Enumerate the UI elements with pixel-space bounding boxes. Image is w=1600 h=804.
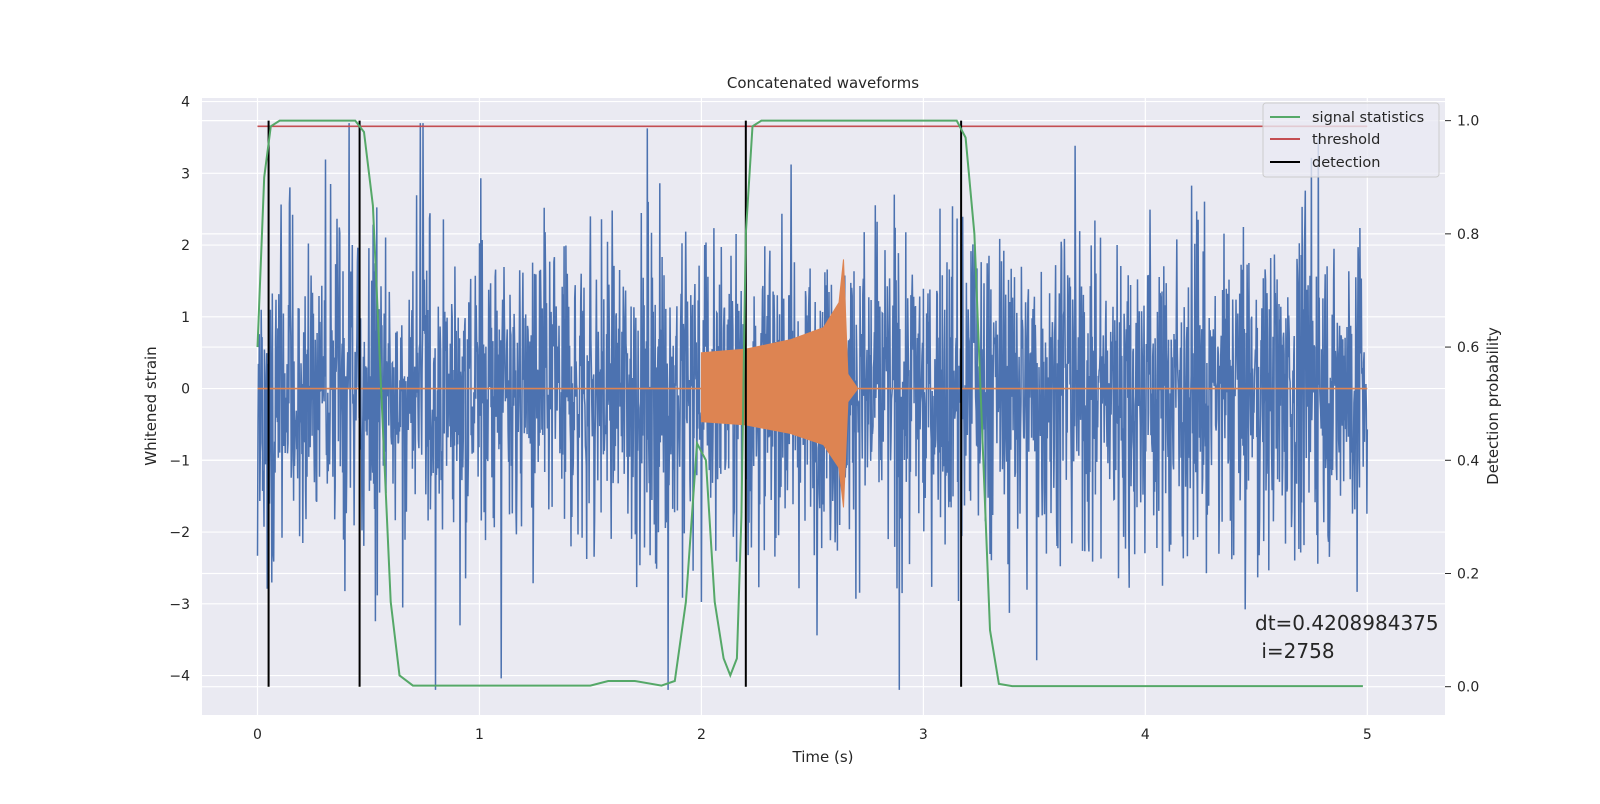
x-tick-label: 1 xyxy=(475,727,484,743)
y-right-tick-label: 1.0 xyxy=(1457,114,1479,130)
legend-label-signal-statistics: signal statistics xyxy=(1312,110,1424,126)
x-tick-label: 2 xyxy=(697,727,706,743)
data-layer xyxy=(256,119,1369,690)
y-tick-label: −4 xyxy=(169,669,190,685)
y-right-tick-label: 0.0 xyxy=(1457,680,1479,696)
x-tick-label: 3 xyxy=(919,727,928,743)
legend-label-threshold: threshold xyxy=(1312,132,1380,148)
y-right-tick-label: 0.6 xyxy=(1457,340,1479,356)
x-axis-label: Time (s) xyxy=(792,748,854,766)
chart-title: Concatenated waveforms xyxy=(727,74,919,92)
signal-statistics-series xyxy=(256,119,1363,688)
y-right-axis-label: Detection probability xyxy=(1484,327,1502,485)
y-tick-label: 0 xyxy=(181,382,190,398)
legend-label-detection: detection xyxy=(1312,155,1380,171)
y-tick-label: 1 xyxy=(181,310,190,326)
y-tick-label: 2 xyxy=(181,238,190,254)
annotation-i: i=2758 xyxy=(1255,639,1335,663)
annotation-dt: dt=0.4208984375 xyxy=(1255,611,1439,635)
tick-labels: 0 1 2 3 4 5 −4 −3 −2 −1 0 1 2 3 4 0.0 0.2 0.4 0.6 0.8 1.0 xyxy=(169,95,1479,743)
y-right-tick-label: 0.4 xyxy=(1457,453,1479,469)
y-tick-label: −1 xyxy=(169,453,190,469)
y-right-tick-label: 0.8 xyxy=(1457,227,1479,243)
y-tick-label: 4 xyxy=(181,95,190,111)
y-axis-label: Whitened strain xyxy=(142,346,160,465)
x-tick-label: 0 xyxy=(253,727,262,743)
y-right-tick-label: 0.2 xyxy=(1457,566,1479,582)
injected-signal-chirp xyxy=(700,259,858,508)
y-tick-label: −3 xyxy=(169,597,190,613)
legend: signal statistics threshold detection xyxy=(1262,102,1440,178)
x-tick-label: 4 xyxy=(1141,727,1150,743)
legend-box xyxy=(1262,102,1440,178)
x-tick-label: 5 xyxy=(1363,727,1372,743)
y-tick-label: 3 xyxy=(181,166,190,182)
y-tick-label: −2 xyxy=(169,525,190,541)
